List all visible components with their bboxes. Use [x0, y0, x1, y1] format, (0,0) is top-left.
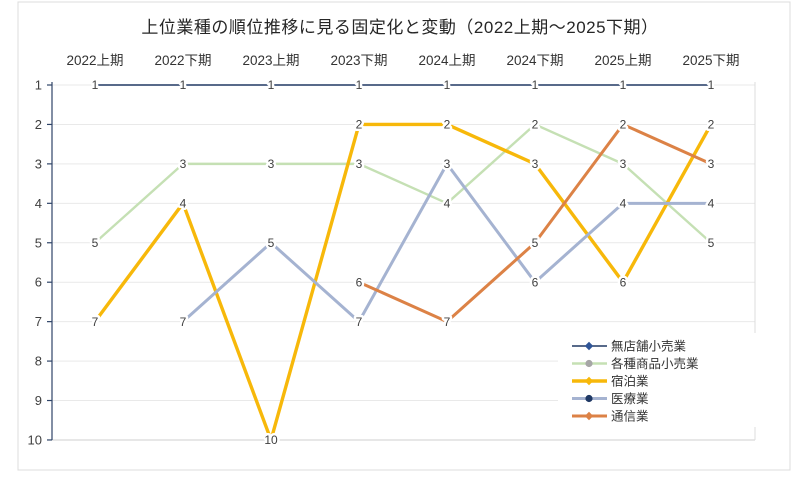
legend-circle-marker-icon — [585, 359, 593, 368]
data-point-label: 2 — [532, 118, 539, 132]
y-axis-tick-label: 6 — [35, 275, 42, 290]
data-point-label: 7 — [180, 315, 187, 329]
data-point-label: 3 — [356, 157, 363, 171]
data-point-label: 7 — [356, 315, 363, 329]
legend-label: 通信業 — [611, 408, 649, 423]
data-point-label: 6 — [620, 275, 627, 289]
data-point-label: 2 — [356, 118, 363, 132]
data-point-label: 7 — [92, 315, 99, 329]
series-line — [93, 123, 713, 244]
data-point-label: 5 — [92, 236, 99, 250]
data-point-label: 6 — [532, 275, 539, 289]
legend-diamond-marker-icon — [584, 376, 594, 386]
data-point-label: 3 — [620, 157, 627, 171]
data-point-label: 4 — [180, 197, 187, 211]
data-point-label: 1 — [708, 78, 715, 92]
y-axis-tick-label: 5 — [35, 235, 42, 250]
y-axis-tick-label: 2 — [35, 117, 42, 132]
y-axis-tick-label: 1 — [35, 78, 42, 93]
y-axis-tick-label: 3 — [35, 156, 42, 171]
y-axis-tick-label: 7 — [35, 314, 42, 329]
data-point-label: 1 — [92, 78, 99, 92]
y-axis-tick-label: 10 — [28, 432, 42, 447]
data-point-label: 5 — [532, 236, 539, 250]
legend-circle-marker-icon — [585, 394, 593, 403]
data-point-label: 3 — [532, 157, 539, 171]
legend-diamond-marker-icon — [584, 411, 594, 421]
data-point-label: 3 — [708, 157, 715, 171]
x-axis-category-label: 2025下期 — [682, 53, 739, 68]
legend-label: 宿泊業 — [611, 373, 649, 388]
data-point-label: 5 — [708, 236, 715, 250]
series-line — [93, 122, 713, 442]
data-point-label: 3 — [268, 157, 275, 171]
data-point-label: 1 — [532, 78, 539, 92]
x-axis-category-label: 2025上期 — [594, 53, 651, 68]
data-point-label: 7 — [444, 315, 451, 329]
data-point-label: 1 — [268, 78, 275, 92]
data-point-label: 6 — [356, 275, 363, 289]
x-axis-category-label: 2024下期 — [506, 53, 563, 68]
x-axis-category-label: 2023上期 — [242, 53, 299, 68]
data-point-label: 10 — [264, 433, 278, 447]
data-point-label: 2 — [708, 118, 715, 132]
series-line — [357, 122, 713, 324]
data-point-label: 5 — [268, 236, 275, 250]
x-axis-category-label: 2023下期 — [330, 53, 387, 68]
series-line — [181, 162, 713, 324]
data-point-label: 4 — [444, 197, 451, 211]
x-axis-category-label: 2022下期 — [154, 53, 211, 68]
data-point-label: 4 — [708, 197, 715, 211]
data-point-label: 1 — [620, 78, 627, 92]
legend-label: 医療業 — [611, 391, 649, 406]
data-point-label: 4 — [620, 197, 627, 211]
data-point-label: 1 — [180, 78, 187, 92]
data-point-label: 3 — [444, 157, 451, 171]
chart-frame — [17, 1, 791, 471]
x-axis-category-label: 2024上期 — [418, 53, 475, 68]
chart-title: 上位業種の順位推移に見る固定化と変動（2022上期～2025下期） — [141, 18, 659, 37]
y-axis-tick-label: 9 — [35, 393, 42, 408]
y-axis-tick-label: 4 — [35, 196, 42, 211]
y-axis-tick-label: 8 — [35, 354, 42, 369]
data-point-label: 3 — [180, 157, 187, 171]
data-point-label: 2 — [620, 118, 627, 132]
legend-diamond-marker-icon — [584, 341, 594, 351]
x-axis-category-label: 2022上期 — [66, 53, 123, 68]
legend-label: 無店舗小売業 — [611, 338, 687, 353]
data-point-label: 2 — [444, 118, 451, 132]
data-point-label: 1 — [356, 78, 363, 92]
legend-label: 各種商品小売業 — [611, 356, 699, 371]
data-point-label: 1 — [444, 78, 451, 92]
